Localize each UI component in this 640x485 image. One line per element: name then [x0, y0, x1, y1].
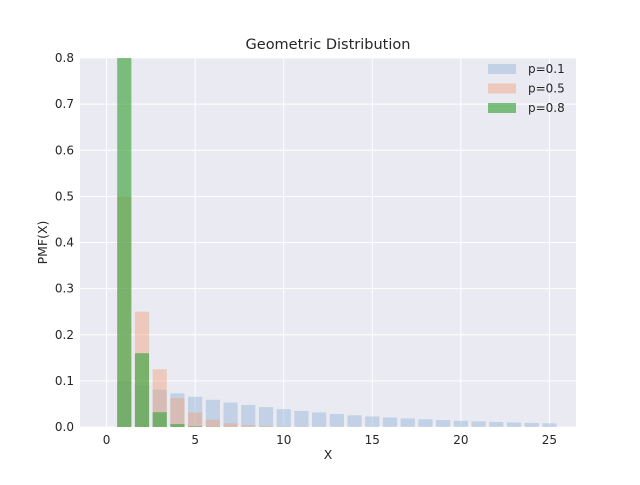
y-tick-label: 0.4: [55, 236, 74, 250]
bar: [259, 426, 273, 427]
bar: [241, 425, 255, 427]
y-tick-label: 0.5: [55, 189, 74, 203]
bar: [277, 409, 291, 427]
y-tick-label: 0.7: [55, 97, 74, 111]
bar: [188, 413, 202, 427]
bar: [489, 422, 503, 427]
bar: [507, 422, 521, 427]
y-tick-label: 0.0: [55, 420, 74, 434]
bar: [294, 411, 308, 427]
bar: [153, 412, 167, 427]
legend-label: p=0.8: [528, 101, 565, 115]
bar: [347, 415, 361, 427]
bar: [542, 423, 556, 427]
y-tick-label: 0.3: [55, 282, 74, 296]
x-tick-label: 20: [453, 433, 468, 447]
legend-swatch: [488, 84, 516, 94]
bar: [436, 420, 450, 427]
bar: [418, 419, 432, 427]
bar: [223, 423, 237, 427]
bar: [383, 417, 397, 427]
y-tick-label: 0.6: [55, 143, 74, 157]
legend-swatch: [488, 64, 516, 74]
y-tick-label: 0.8: [55, 51, 74, 65]
y-tick-label: 0.1: [55, 374, 74, 388]
x-tick-label: 15: [365, 433, 380, 447]
chart-title: Geometric Distribution: [246, 37, 411, 53]
bar: [365, 416, 379, 427]
bar: [170, 424, 184, 427]
legend-swatch: [488, 103, 516, 113]
bar: [330, 414, 344, 427]
bar: [188, 426, 202, 427]
bar: [241, 405, 255, 427]
bar: [259, 407, 273, 427]
x-tick-label: 5: [191, 433, 199, 447]
bar: [471, 421, 485, 427]
bar: [312, 413, 326, 427]
y-tick-label: 0.2: [55, 328, 74, 342]
bar: [135, 353, 149, 427]
bar: [454, 421, 468, 427]
x-axis-label: X: [324, 447, 333, 462]
x-tick-label: 25: [542, 433, 557, 447]
bar: [206, 420, 220, 427]
bar: [170, 398, 184, 427]
bar: [117, 58, 131, 427]
legend-label: p=0.1: [528, 62, 565, 76]
bar: [401, 418, 415, 427]
y-axis-label: PMF(X): [35, 221, 50, 265]
bar: [525, 423, 539, 427]
legend-label: p=0.5: [528, 82, 565, 96]
x-tick-label: 10: [276, 433, 291, 447]
bar: [223, 403, 237, 427]
x-tick-label: 0: [103, 433, 111, 447]
